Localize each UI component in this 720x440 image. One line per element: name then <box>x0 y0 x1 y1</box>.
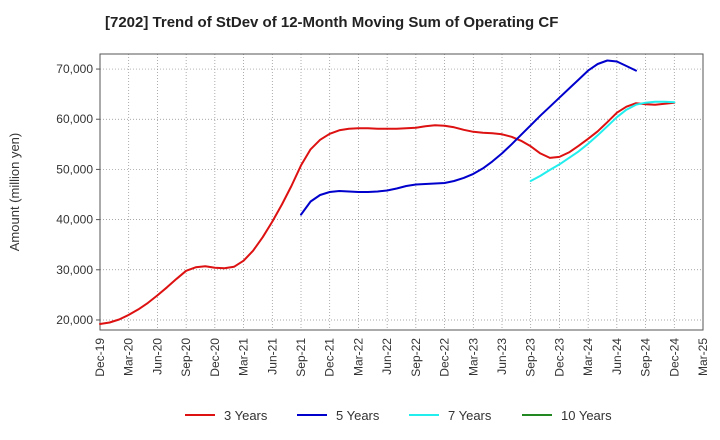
x-tick-label: Sep-24 <box>639 338 653 377</box>
x-tick-label: Mar-20 <box>122 338 136 376</box>
x-tick-label: Dec-23 <box>552 338 566 377</box>
series-line-3-years <box>99 101 676 325</box>
x-tick-label: Mar-21 <box>237 338 251 376</box>
legend-item: 7 Years <box>409 408 492 423</box>
x-tick-label: Sep-23 <box>524 338 538 377</box>
x-tick-label: Jun-21 <box>265 338 279 375</box>
x-tick-label: Dec-19 <box>93 338 107 377</box>
legend-label: 7 Years <box>448 408 492 423</box>
series-line-5-years <box>300 59 637 216</box>
y-tick-label: 40,000 <box>56 213 93 227</box>
x-tick-label: Jun-22 <box>380 338 394 375</box>
legend-item: 10 Years <box>522 408 612 423</box>
y-tick-label: 50,000 <box>56 162 93 176</box>
x-tick-label: Jun-24 <box>610 338 624 375</box>
y-tick-label: 20,000 <box>56 313 93 327</box>
x-tick-label: Dec-24 <box>667 338 681 377</box>
x-tick-label: Mar-24 <box>581 338 595 376</box>
x-axis-ticks: Dec-19 Mar-20 Jun-20 Sep-20 Dec-20 Mar-21 Jun-… <box>93 338 710 377</box>
y-tick-label: 70,000 <box>56 62 93 76</box>
x-tick-label: Mar-23 <box>466 338 480 376</box>
legend-label: 5 Years <box>336 408 380 423</box>
x-tick-label: Sep-20 <box>179 338 193 377</box>
y-axis-label: Amount (million yen) <box>7 133 22 252</box>
x-tick-label: Dec-22 <box>438 338 452 377</box>
legend-item: 5 Years <box>297 408 380 423</box>
x-tick-label: Sep-21 <box>294 338 308 377</box>
x-tick-label: Sep-22 <box>409 338 423 377</box>
x-tick-label: Mar-25 <box>696 338 710 376</box>
legend-label: 10 Years <box>561 408 612 423</box>
x-tick-label: Jun-23 <box>495 338 509 375</box>
series-layer <box>99 59 676 325</box>
y-axis-ticks: 20,000 30,000 40,000 50,000 60,000 70,000 <box>56 62 100 327</box>
plot-area <box>99 53 704 331</box>
y-tick-label: 60,000 <box>56 112 93 126</box>
x-tick-label: Mar-22 <box>351 338 365 376</box>
grid <box>100 54 703 330</box>
x-tick-label: Dec-20 <box>208 338 222 377</box>
series-line-7-years <box>529 100 676 182</box>
x-tick-label: Dec-21 <box>323 338 337 377</box>
y-tick-label: 30,000 <box>56 263 93 277</box>
chart-title: [7202] Trend of StDev of 12-Month Moving… <box>105 14 558 31</box>
legend-label: 3 Years <box>224 408 268 423</box>
x-tick-label: Jun-20 <box>150 338 164 375</box>
legend: 3 Years 5 Years 7 Years 10 Years <box>185 408 612 423</box>
legend-item: 3 Years <box>185 408 268 423</box>
